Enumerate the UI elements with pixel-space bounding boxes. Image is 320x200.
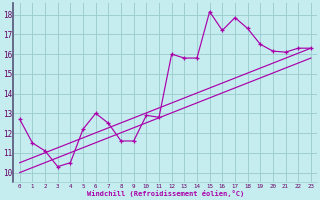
X-axis label: Windchill (Refroidissement éolien,°C): Windchill (Refroidissement éolien,°C)	[87, 190, 244, 197]
